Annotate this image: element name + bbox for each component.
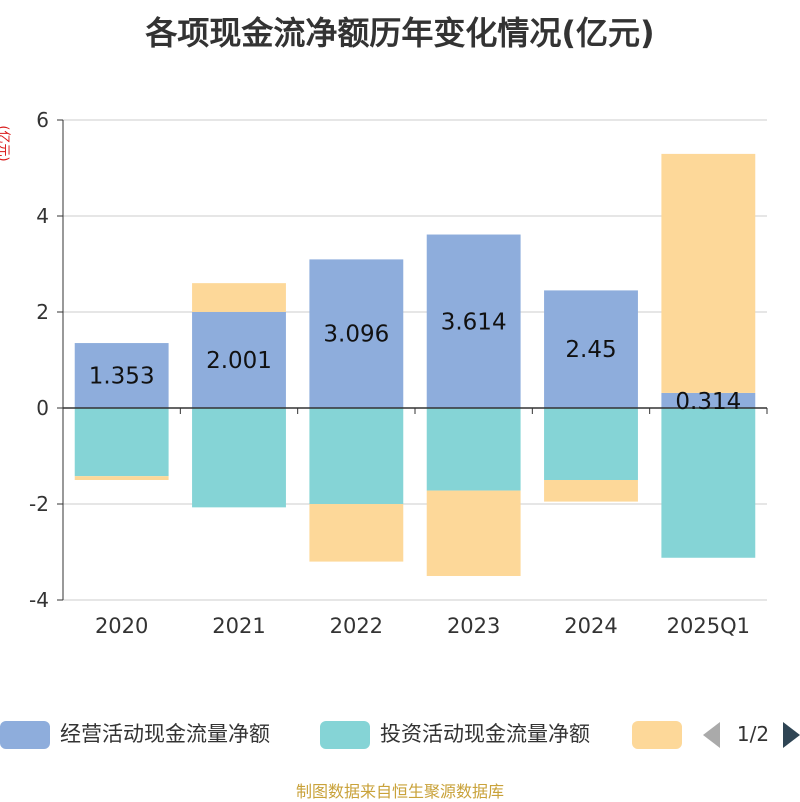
- bar-financing-2025Q1[interactable]: [661, 153, 756, 393]
- bar-investing-2022[interactable]: [309, 408, 404, 504]
- bar-financing-2024[interactable]: [544, 480, 638, 502]
- bar-operating-2022[interactable]: [309, 259, 404, 408]
- data-label-2024: 2.45: [565, 337, 616, 363]
- bar-investing-2021[interactable]: [192, 408, 286, 508]
- legend-label-investing: 投资活动现金流量净额: [380, 722, 590, 746]
- bar-investing-2024[interactable]: [544, 408, 638, 480]
- source-note: 制图数据来自恒生聚源数据库: [295, 782, 504, 801]
- legend-page-indicator: 1/2: [736, 722, 770, 746]
- chart-plot: -4 -2 0 2 4 6 2020 2021 2022 2023 2024 2025Q1 1.353…: [29, 108, 768, 638]
- bar-financing-2020[interactable]: [74, 476, 169, 480]
- x-tick-label: 2025Q1: [667, 614, 750, 638]
- data-label-2020: 1.353: [89, 364, 155, 390]
- data-label-2025Q1: 0.314: [675, 389, 741, 415]
- x-tick-label: 2023: [447, 614, 500, 638]
- bar-investing-2025Q1[interactable]: [661, 408, 756, 558]
- x-tick-label: 2022: [330, 614, 383, 638]
- bars: [74, 153, 756, 576]
- bar-investing-2020[interactable]: [74, 408, 169, 477]
- bar-operating-2024[interactable]: [544, 290, 638, 408]
- legend-label-operating: 经营活动现金流量净额: [60, 722, 270, 746]
- bar-financing-2021[interactable]: [192, 283, 286, 312]
- chart-title: 各项现金流净额历年变化情况(亿元): [145, 14, 655, 52]
- bar-investing-2023[interactable]: [426, 408, 521, 491]
- legend-swatch-investing: [320, 721, 370, 749]
- y-tick-label: -2: [29, 492, 49, 516]
- data-label-2022: 3.096: [323, 322, 389, 348]
- legend-swatch-financing: [632, 721, 682, 749]
- legend: 经营活动现金流量净额 投资活动现金流量净额 1/2: [0, 718, 800, 750]
- y-tick-label: 2: [36, 300, 49, 324]
- legend-next-icon[interactable]: [783, 722, 800, 748]
- legend-pager: 1/2: [703, 718, 800, 750]
- bar-operating-2023[interactable]: [426, 234, 521, 408]
- y-tick-label: 0: [36, 396, 49, 420]
- axes: -4 -2 0 2 4 6 2020 2021 2022 2023 2024 2025Q1: [29, 108, 768, 638]
- bar-operating-2020[interactable]: [74, 343, 169, 408]
- x-tick-label: 2024: [564, 614, 617, 638]
- legend-prev-icon[interactable]: [703, 722, 720, 748]
- y-tick-label: -4: [29, 588, 49, 612]
- y-tick-label: 6: [36, 108, 49, 132]
- bar-financing-2022[interactable]: [309, 504, 404, 562]
- data-label-2021: 2.001: [206, 348, 272, 374]
- data-label-2023: 3.614: [441, 309, 507, 335]
- y-tick-label: 4: [36, 204, 49, 228]
- bar-operating-2025Q1[interactable]: [661, 392, 756, 408]
- x-tick-label: 2020: [95, 614, 148, 638]
- data-labels: 1.353 2.001 3.096 3.614 2.45 0.314: [89, 309, 742, 415]
- legend-swatch-operating: [0, 721, 50, 749]
- x-tick-label: 2021: [212, 614, 265, 638]
- bar-operating-2021[interactable]: [192, 311, 286, 408]
- gridlines: [63, 119, 767, 601]
- bar-financing-2023[interactable]: [426, 490, 521, 576]
